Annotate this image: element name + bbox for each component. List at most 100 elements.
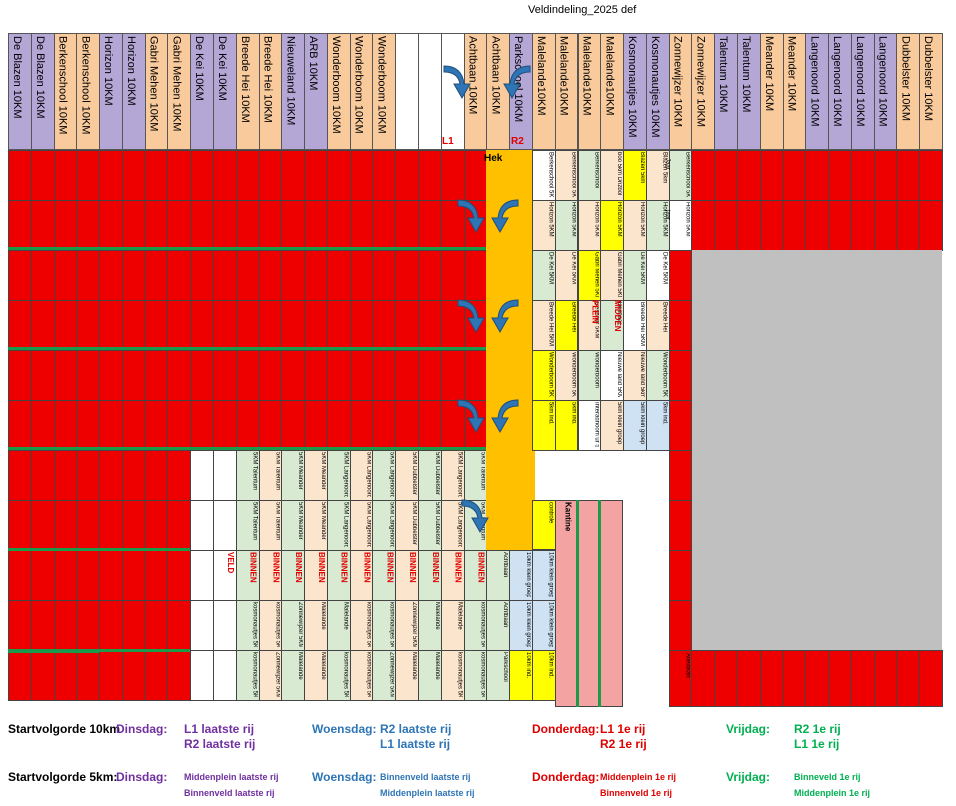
red-cell	[395, 350, 420, 401]
binnen-label: BINNEN	[316, 552, 326, 583]
field-label: Malelande	[297, 652, 304, 680]
red-cell	[121, 600, 146, 651]
red-cell	[714, 200, 738, 251]
red-cell	[30, 350, 55, 401]
legend-day: Vrijdag:	[726, 770, 771, 784]
header-column: Horizon 10KM	[99, 33, 123, 150]
header-column-label: Parkschool 10KM	[512, 36, 525, 123]
red-cell	[372, 150, 397, 201]
green-vertical-line	[575, 500, 579, 707]
legend-5km-a: Middenplein 1e rij	[600, 772, 677, 782]
header-column-label: Achtbaan 10KM	[489, 36, 502, 115]
header-column: Dubbelster 10KM	[919, 33, 943, 150]
legend-5km-b: Binnenveld 1e rij	[600, 788, 673, 798]
red-cell	[850, 200, 875, 251]
red-cell	[896, 200, 921, 251]
header-column-label: Breede Hei 10KM	[238, 36, 251, 123]
red-cell	[395, 300, 420, 351]
red-cell	[167, 600, 192, 651]
red-cell	[190, 400, 214, 451]
header-column	[418, 33, 442, 150]
red-cell	[418, 200, 442, 251]
header-column: Achtbaan 10KM	[486, 33, 511, 150]
red-cell	[30, 150, 55, 201]
red-cell	[121, 250, 146, 301]
header-column-label: Kosmonautjes 10KM	[648, 36, 661, 138]
binnen-label: BINNEN	[453, 552, 463, 583]
red-cell	[668, 400, 693, 451]
field-label: Malelande	[319, 652, 326, 680]
red-cell	[99, 250, 123, 301]
arrow-icon	[461, 499, 489, 534]
red-cell	[190, 300, 214, 351]
red-cell	[919, 150, 943, 201]
red-cell	[213, 400, 237, 451]
field-label: De Kei 5KM	[547, 252, 554, 285]
header-column: Malelande10KM	[577, 33, 602, 150]
red-cell	[121, 400, 146, 451]
field-label: Nieuwe land 5KM	[616, 352, 623, 397]
red-cell	[121, 550, 146, 601]
legend-day: Dinsdag:	[116, 770, 168, 784]
binnen-label: BINNEN	[476, 552, 486, 583]
field-label: kosmonautjes 5KM	[479, 652, 486, 697]
red-cell	[190, 350, 214, 401]
header-column: Kosmonautjes 10KM	[623, 33, 647, 150]
legend-10km-b: R2 1e rij	[600, 737, 647, 751]
binnen-label: BINNEN	[362, 552, 372, 583]
header-column-label: Meander 10KM	[762, 36, 775, 112]
red-cell	[8, 350, 32, 401]
red-cell	[30, 500, 55, 551]
field-label: 5KM Langenoord	[456, 452, 463, 497]
red-cell	[440, 250, 465, 301]
field-label: kosmonautjes 5KM	[251, 602, 258, 647]
red-cell	[213, 150, 237, 201]
red-cell	[76, 300, 101, 351]
header-column: Nieuweland 10KM	[281, 33, 306, 150]
red-cell	[144, 450, 169, 501]
arrow-icon	[457, 199, 485, 234]
field-label: 5KM Dubbelster	[411, 502, 418, 546]
red-cell	[691, 200, 716, 251]
field-label: 5KM Langenoord	[365, 452, 372, 497]
legend-5km-b: Middenplein 1e rij	[794, 788, 871, 798]
field-label: De Kei 5KM	[661, 252, 668, 285]
red-cell	[668, 600, 693, 651]
field-label: Beshaar 5KM	[593, 302, 600, 339]
field-label: Horizon 5KM	[638, 202, 645, 237]
field-label: Achtbaan	[502, 602, 509, 628]
red-cell	[668, 250, 693, 301]
header-column-label: Berkenschool 10KM	[79, 36, 92, 135]
field-cell	[190, 550, 214, 601]
red-cell	[850, 150, 875, 201]
header-column: Zonnewijzer 10KM	[668, 33, 693, 150]
header-column-label: Meander 10KM	[785, 36, 798, 112]
red-cell	[167, 300, 192, 351]
header-column: De Blazen 10KM	[8, 33, 32, 150]
header-column-label: Langenoord 10KM	[876, 36, 889, 127]
red-cell	[53, 450, 78, 501]
legend-5km-b: Binnenveld laatste rij	[184, 788, 275, 798]
red-cell	[258, 250, 283, 301]
header-strip: De Blazen 10KM De Blazen 10KM Berkenschool…	[8, 33, 943, 150]
header-column-label: Malelande10KM	[580, 36, 593, 116]
red-cell	[144, 400, 169, 451]
field-label: Malelande	[411, 652, 418, 680]
red-cell	[326, 300, 351, 351]
header-column-label: Malelande10KM	[557, 36, 570, 116]
field-label: Horizon 5KM	[616, 202, 623, 237]
legend-5km-b: Middenplein laatste rij	[380, 788, 475, 798]
field-label: Blazen 5km	[661, 152, 668, 184]
red-cell	[691, 150, 716, 201]
binnen-label: BINNEN	[339, 552, 349, 583]
field-label: 5KM Meander	[297, 452, 304, 490]
red-cell	[395, 150, 420, 201]
red-cell	[167, 500, 192, 551]
jaar-label: jaar	[664, 210, 671, 221]
field-cell	[190, 450, 214, 501]
field-label: Wonderboom 5KM	[570, 352, 577, 397]
field-label: 10km klein groep	[524, 602, 531, 647]
field-label: Zonnewijzer 5KM	[297, 602, 304, 647]
red-cell	[896, 150, 921, 201]
red-cell	[372, 250, 397, 301]
